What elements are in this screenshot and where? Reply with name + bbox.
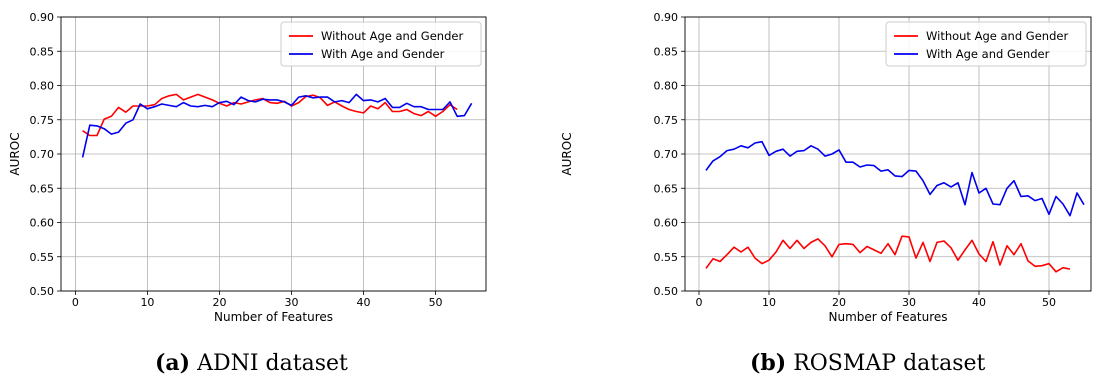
c0-series-line-1 (81, 93, 473, 158)
c1-legend: Without Age and Gender With Age and Gende… (885, 21, 1087, 67)
c1-xtick-label-3: 30 (902, 296, 916, 309)
c1-ytick-label-6: 0.80 (654, 80, 679, 93)
c0-ytick-label-8: 0.90 (30, 11, 55, 24)
c1-legend-label-0: Without Age and Gender (926, 29, 1068, 43)
c0-ytick-label-1: 0.55 (30, 251, 55, 264)
c0-series-line-0 (82, 93, 458, 137)
c0-ytick-label-2: 0.60 (30, 217, 55, 230)
c1-legend-label-1: With Age and Gender (926, 47, 1050, 61)
c0-ytick-label-3: 0.65 (30, 182, 55, 195)
c1-series-line-1 (705, 140, 1085, 217)
c0-ytick-label-0: 0.50 (30, 285, 55, 298)
c1-xtick-label-2: 20 (832, 296, 846, 309)
c0-xtick-label-3: 30 (285, 296, 299, 309)
c0-legend-label-1: With Age and Gender (321, 47, 445, 61)
c1-series-line-0 (705, 235, 1071, 273)
c1-ylabel: AUROC (560, 132, 574, 175)
c0-ytick-label-5: 0.75 (30, 114, 55, 127)
c0-xtick-label-0: 0 (72, 296, 79, 309)
rosmap-auroc-chart: 0 10 20 30 40 50 0.50 0.55 0.60 0.65 0.70 0.75 0.80 0… (560, 11, 1092, 324)
c1-ytick-label-8: 0.90 (654, 11, 679, 24)
c0-xtick-label-2: 20 (212, 296, 226, 309)
caption-adni: (a) ADNI dataset (155, 350, 348, 376)
c1-xtick-label-4: 40 (972, 296, 986, 309)
c0-xtick-label-4: 40 (357, 296, 371, 309)
c1-ytick-label-2: 0.60 (654, 217, 679, 230)
c1-xtick-label-5: 50 (1042, 296, 1056, 309)
c1-ytick-label-7: 0.85 (654, 45, 679, 58)
caption-adni-tag: (a) (155, 350, 191, 376)
c1-ytick-label-1: 0.55 (654, 251, 679, 264)
c1-legend-box (885, 21, 1087, 67)
c1-ytick-label-0: 0.50 (654, 285, 679, 298)
adni-auroc-chart: 0 10 20 30 40 50 0.50 0.55 0.60 0.65 0.70 0.75 0.80 0… (8, 11, 487, 324)
c0-legend-box (280, 21, 482, 67)
c1-ytick-label-4: 0.70 (654, 148, 679, 161)
c1-xlabel: Number of Features (829, 310, 948, 324)
c0-ytick-label-6: 0.80 (30, 80, 55, 93)
c0-ytick-label-7: 0.85 (30, 45, 55, 58)
c0-xlabel: Number of Features (214, 310, 333, 324)
c1-ytick-label-3: 0.65 (654, 182, 679, 195)
caption-rosmap-tag: (b) (750, 350, 787, 376)
caption-adni-text: ADNI dataset (197, 351, 348, 376)
c1-xtick-label-1: 10 (762, 296, 776, 309)
c0-legend-label-0: Without Age and Gender (321, 29, 463, 43)
c0-legend: Without Age and Gender With Age and Gende… (280, 21, 482, 67)
c1-ytick-label-5: 0.75 (654, 114, 679, 127)
c0-xtick-label-5: 50 (429, 296, 443, 309)
caption-rosmap-text: ROSMAP dataset (793, 351, 986, 376)
c0-ytick-label-4: 0.70 (30, 148, 55, 161)
c0-ylabel: AUROC (8, 132, 22, 175)
c1-xtick-label-0: 0 (696, 296, 703, 309)
c0-xtick-label-1: 10 (140, 296, 154, 309)
caption-rosmap: (b) ROSMAP dataset (750, 350, 985, 376)
